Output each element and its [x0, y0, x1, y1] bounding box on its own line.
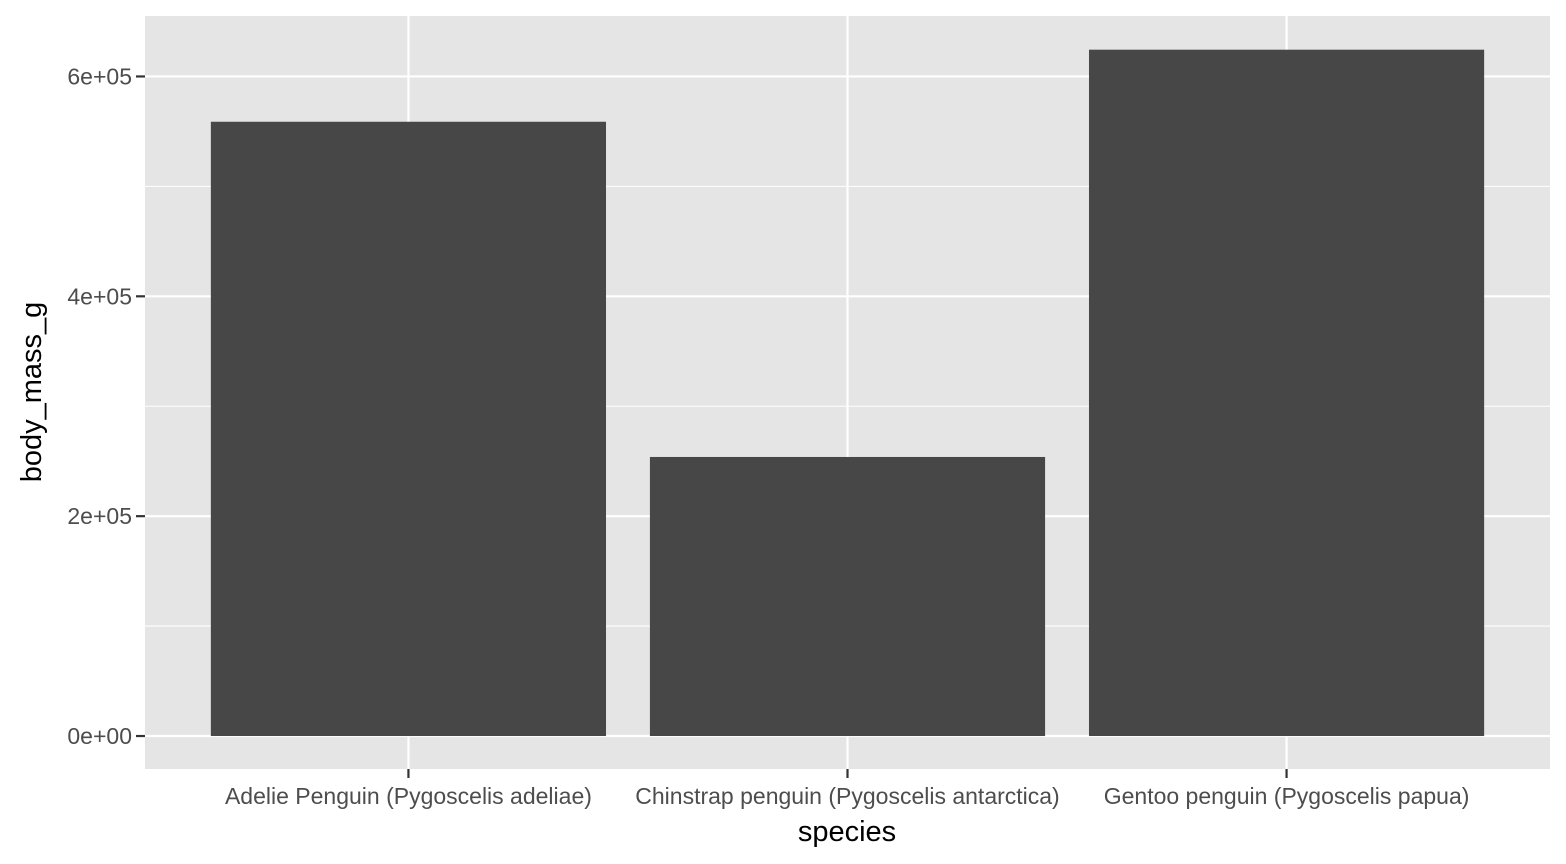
x-tick-label: Chinstrap penguin (Pygoscelis antarctica… — [635, 783, 1059, 809]
bars — [210, 49, 1485, 737]
x-axis: Adelie Penguin (Pygoscelis adeliae) Chins… — [225, 769, 1469, 809]
x-tick-label: Adelie Penguin (Pygoscelis adeliae) — [225, 783, 592, 809]
x-tick-label: Gentoo penguin (Pygoscelis papua) — [1104, 783, 1470, 809]
y-axis-title: body_mass_g — [16, 302, 48, 483]
y-tick-label: 2e+05 — [67, 503, 132, 529]
bar — [649, 456, 1046, 737]
bar — [210, 121, 607, 737]
y-tick-label: 6e+05 — [67, 63, 132, 89]
y-tick-label: 4e+05 — [67, 283, 132, 309]
bar — [1088, 49, 1485, 737]
y-axis: 0e+00 2e+05 4e+05 6e+05 — [67, 63, 145, 749]
x-axis-title: species — [798, 816, 896, 848]
y-tick-label: 0e+00 — [67, 723, 132, 749]
